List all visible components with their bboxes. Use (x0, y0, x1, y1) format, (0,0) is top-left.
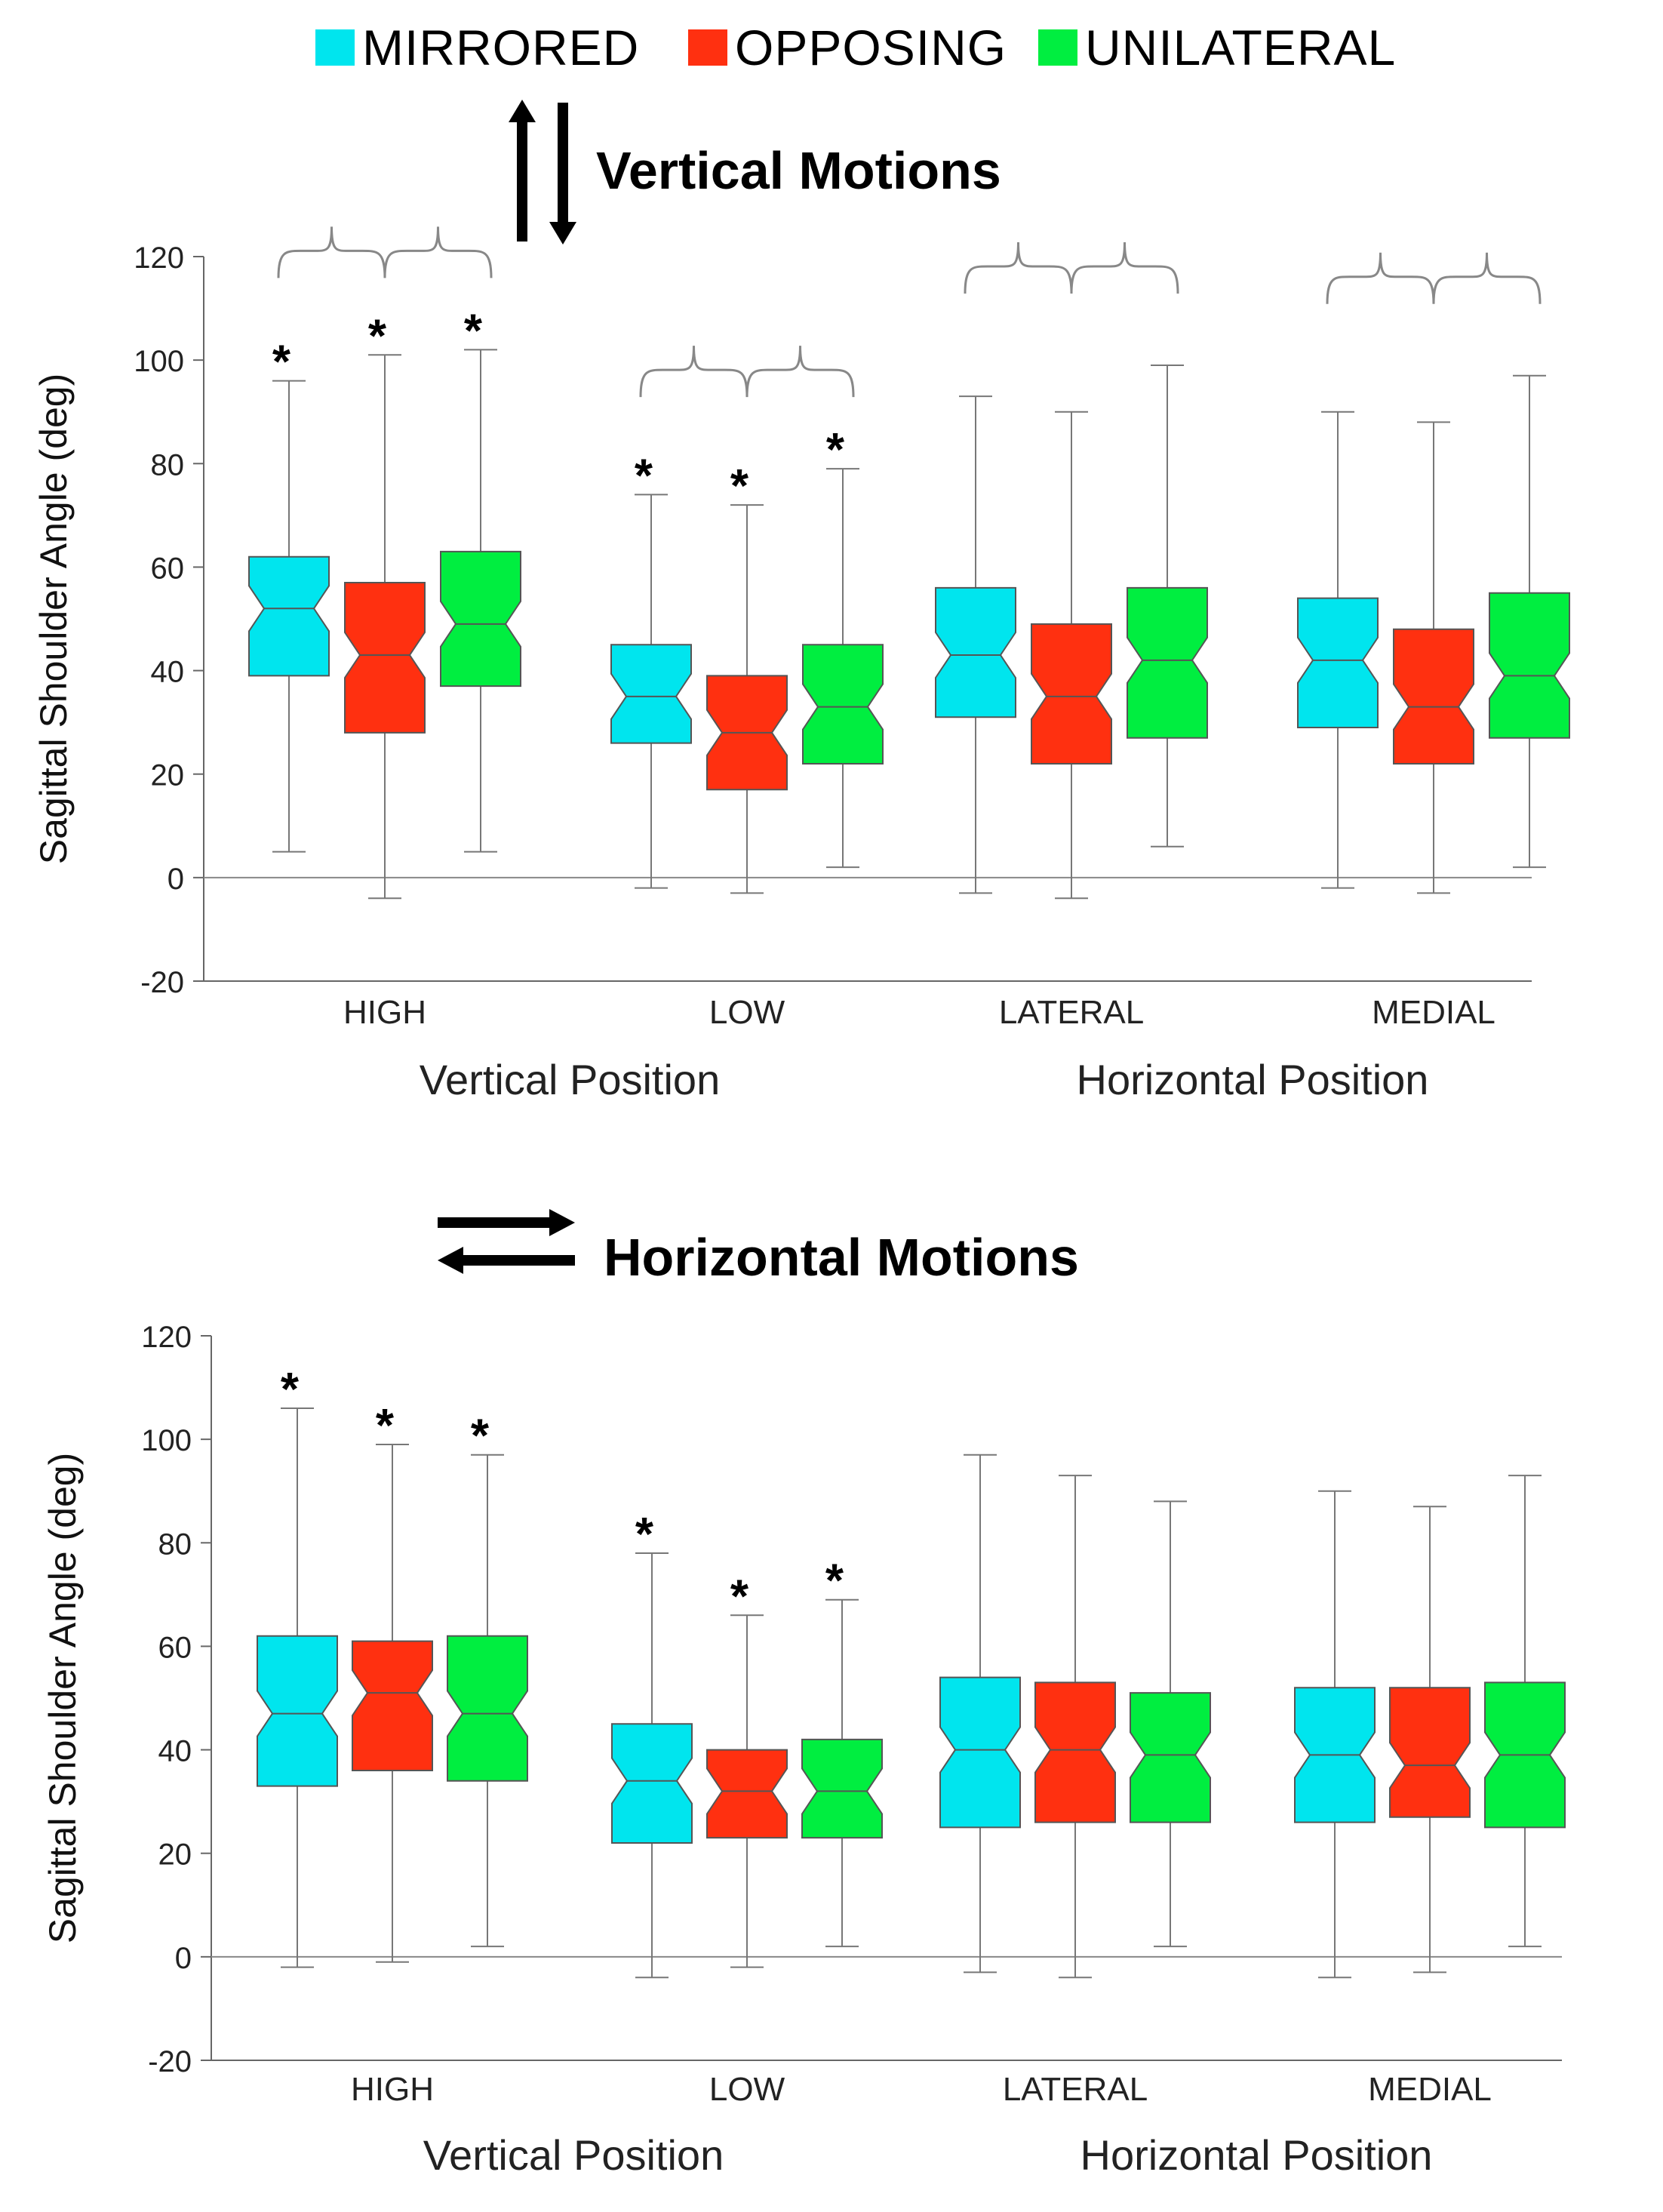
box-mirrored (611, 1723, 693, 1844)
significance-star: * (272, 337, 291, 389)
box-opposing (1034, 1681, 1116, 1823)
legend-swatch-unilateral (1038, 29, 1077, 66)
x-tick-label: HIGH (351, 2071, 434, 2108)
y-tick-label: 80 (151, 448, 185, 481)
x-group-label: Vertical Position (423, 2131, 724, 2179)
y-tick-label: 100 (141, 1424, 192, 1457)
vertical-motions-title: Vertical Motions (596, 141, 1001, 200)
x-group-label: Horizontal Position (1077, 1056, 1429, 1103)
x-tick-label: HIGH (343, 994, 426, 1031)
box-opposing (344, 582, 426, 734)
significance-star: * (635, 1509, 654, 1561)
y-tick-label: 40 (158, 1735, 192, 1768)
box-mirrored (935, 586, 1016, 718)
y-axis-label: Sagittal Shoulder Angle (deg) (41, 1453, 84, 1943)
box-unilateral (447, 1635, 528, 1782)
y-tick-label: 80 (158, 1527, 192, 1561)
horizontal-arrows-icon (438, 1209, 575, 1274)
legend-item-unilateral: UNILATERAL (1038, 20, 1397, 75)
y-tick-label: 60 (158, 1631, 192, 1664)
box-mirrored (1297, 597, 1379, 728)
vertical-motions-boxplot: -20 0 20 40 60 80 100 120 Sagittal Shoulder Angl… (32, 226, 1570, 1103)
comparison-brace (639, 346, 855, 398)
legend-item-opposing: OPPOSING (688, 20, 1007, 75)
vertical-arrows-icon (509, 100, 576, 245)
y-tick-label: 120 (134, 242, 184, 275)
box-mirrored (610, 644, 692, 744)
x-tick-label: MEDIAL (1368, 2071, 1492, 2108)
box-unilateral (1489, 592, 1570, 739)
significance-star: * (281, 1364, 300, 1416)
significance-star: * (826, 424, 845, 476)
x-group-label: Horizontal Position (1080, 2131, 1433, 2179)
y-tick-label: 120 (141, 1321, 192, 1354)
y-tick-label: 60 (151, 552, 185, 585)
horizontal-motions-title: Horizontal Motions (604, 1228, 1079, 1287)
significance-star: * (635, 450, 653, 502)
significance-star: * (730, 460, 749, 512)
y-tick-label: 20 (151, 759, 185, 792)
box-mirrored (939, 1676, 1021, 1829)
x-tick-label: LATERAL (1003, 2071, 1148, 2108)
box-opposing (1031, 623, 1112, 765)
box-unilateral (440, 550, 521, 688)
significance-star: * (730, 1571, 749, 1623)
box-unilateral (1130, 1692, 1211, 1823)
box-mirrored (257, 1635, 338, 1787)
y-axis-label: Sagittal Shoulder Angle (deg) (32, 374, 75, 864)
box-opposing (706, 1749, 788, 1839)
y-tick-label: -20 (148, 2045, 192, 2078)
significance-star: * (376, 1400, 395, 1452)
box-unilateral (801, 1738, 883, 1839)
x-tick-label: MEDIAL (1372, 994, 1495, 1031)
box-opposing (1389, 1687, 1471, 1818)
significance-star: * (464, 305, 483, 357)
box-mirrored (248, 555, 330, 677)
significance-star: * (368, 310, 387, 362)
significance-star: * (825, 1555, 844, 1607)
legend-label-mirrored: MIRRORED (362, 20, 640, 75)
legend-swatch-opposing (688, 29, 727, 66)
x-group-label: Vertical Position (420, 1056, 720, 1103)
y-tick-label: 20 (158, 1838, 192, 1872)
box-unilateral (1127, 586, 1208, 739)
x-tick-label: LATERAL (999, 994, 1144, 1031)
y-tick-label: 0 (168, 863, 184, 896)
y-tick-label: 100 (134, 345, 184, 378)
y-tick-label: -20 (140, 966, 184, 999)
legend-swatch-mirrored (315, 29, 355, 66)
box-opposing (1393, 628, 1474, 765)
comparison-brace (1326, 252, 1542, 304)
legend-label-unilateral: UNILATERAL (1085, 20, 1397, 75)
y-tick-label: 40 (151, 656, 185, 689)
comparison-brace (964, 242, 1179, 294)
box-opposing (352, 1640, 433, 1771)
legend-label-opposing: OPPOSING (735, 20, 1007, 75)
y-tick-label: 0 (175, 1942, 192, 1975)
box-unilateral (802, 644, 884, 765)
significance-star: * (471, 1411, 490, 1463)
legend-item-mirrored: MIRRORED (315, 20, 640, 75)
horizontal-motions-boxplot: -20 0 20 40 60 80 100 120 Sagittal Shoulder Angl… (41, 1321, 1566, 2179)
comparison-brace (277, 226, 493, 278)
x-tick-label: LOW (709, 2071, 785, 2108)
x-tick-label: LOW (709, 994, 785, 1031)
